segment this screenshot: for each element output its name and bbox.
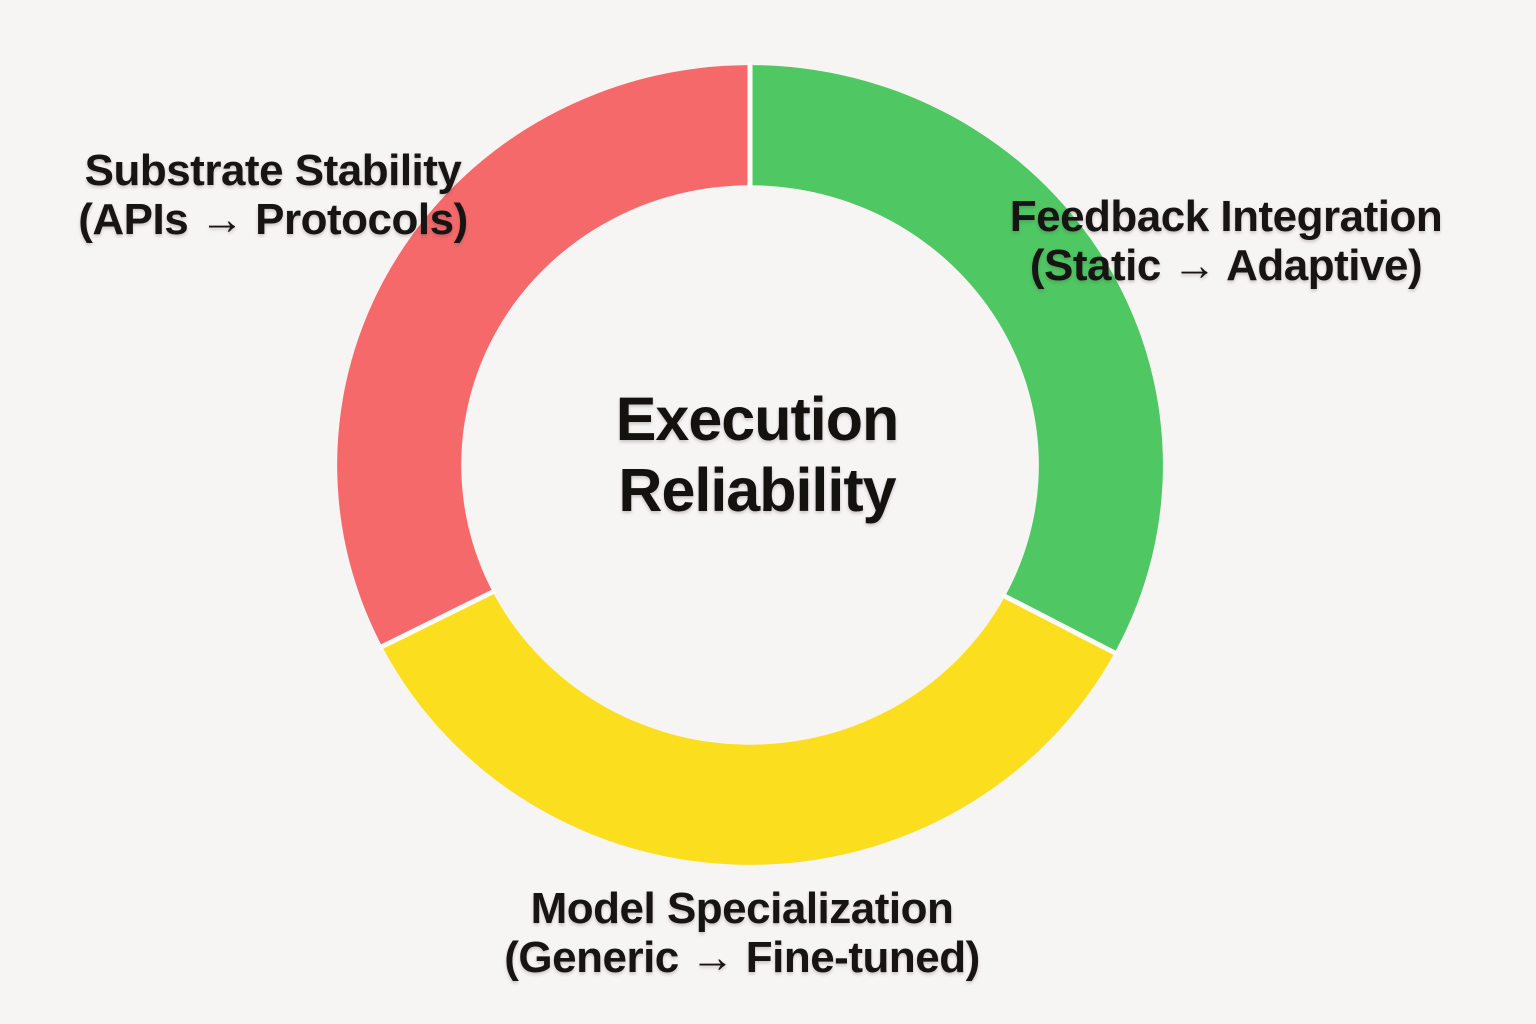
segment-gap-line (1001, 592, 1119, 657)
segment-gap-line (378, 588, 497, 651)
donut-segment-feedback-integration (750, 65, 1163, 653)
donut-segment-model-specialization (382, 591, 1115, 865)
donut-segment-substrate-stability (337, 65, 750, 647)
